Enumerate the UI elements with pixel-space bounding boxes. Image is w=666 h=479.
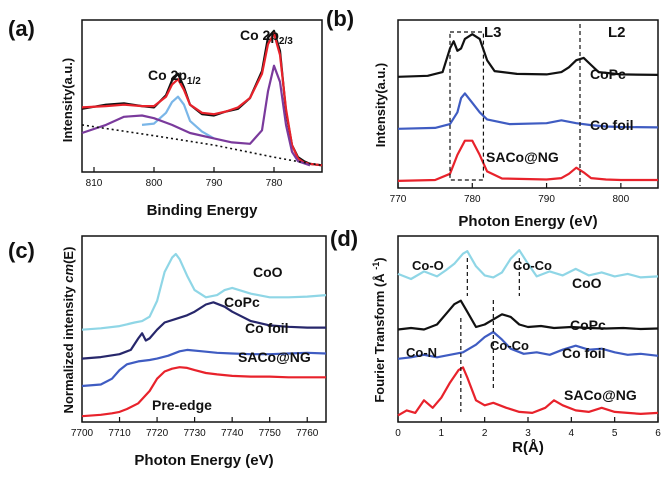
peak1-text: Co 2p [148,67,187,83]
pre-edge-label: Pre-edge [152,397,212,413]
series-line-a-measured [81,29,323,167]
d-legend-cofoil: Co foil [562,345,606,361]
x-tick-label: 810 [86,178,103,189]
panel-c-xlabel: Photon Energy (eV) [134,452,273,469]
b-legend-cofoil: Co foil [590,117,634,133]
x-tick-label: 4 [569,428,575,439]
d-legend-coo: CoO [572,275,602,291]
series-line-c-coo [81,252,327,331]
x-tick-label: 7720 [146,428,169,439]
panel-d: (d) 0 1 2 3 4 5 6 R(Å) Fourier Transform (Å -1… [330,226,661,456]
b-legend-saco: SACo@NG [486,149,559,165]
series-line-d-copc [397,299,659,331]
c-legend-saco: SACo@NG [238,349,311,365]
peak1-sub: 1/2 [187,76,201,87]
d-legend-saco: SACo@NG [564,387,637,403]
x-tick-label: 7750 [259,428,282,439]
d-legend-copc: CoPc [570,317,606,333]
edge-l2-label: L2 [608,24,626,41]
panel-a-ticks: 810 800 790 780 [86,167,283,189]
c-ylabel-end: (E) [61,247,76,264]
panel-a: (a) 810 800 790 780 Binding Energy Intensit… [8,16,323,219]
peak2-text: Co 2p [240,27,279,43]
c-legend-coo: CoO [253,264,283,280]
x-tick-label: 790 [538,194,555,205]
x-tick-label: 7740 [221,428,244,439]
c-legend-cofoil: Co foil [245,320,289,336]
panel-c-label: (c) [8,238,35,263]
d-ylabel-main: Fourier Transform (Å [372,270,387,403]
x-tick-label: 7710 [108,428,131,439]
panel-d-ylabel: Fourier Transform (Å -1) [371,257,387,402]
ann-co-n: Co-N [406,345,437,360]
d-ylabel-end: ) [372,257,387,261]
panel-c: (c) 7700 7710 7720 7730 7740 7750 7760 Photon … [8,235,327,469]
series-line-c-co-foil [81,348,327,388]
panel-d-label: (d) [330,226,358,251]
series-line-a-baseline [81,124,323,167]
panel-a-label: (a) [8,16,35,41]
series-line-a-fit [81,32,323,167]
c-ylabel-main: Normalized intensity [61,283,76,414]
ann-co-o: Co-O [412,258,444,273]
ann-co-co-1: Co-Co [513,258,552,273]
x-tick-label: 790 [206,178,223,189]
x-tick-label: 7760 [296,428,319,439]
series-line-c-saco-ng [81,366,326,418]
panel-b-plot [397,24,659,186]
series-line-b-co-foil [397,92,659,130]
panel-b-ticks: 770 780 790 800 [390,183,630,205]
l3-region-box [449,31,485,181]
x-tick-label: 3 [525,428,531,439]
series-line-d-co-foil [397,330,659,360]
panel-c-frame [81,235,327,423]
x-tick-label: 2 [482,428,488,439]
panel-c-ylabel: Normalized intensity cm(E) [61,247,76,414]
series-line-a-satellite [81,64,311,167]
x-tick-label: 5 [612,428,618,439]
series-line-d-coo [397,249,659,281]
c-ylabel-italic: cm [61,263,76,282]
peak2-sub: 2/3 [279,36,293,47]
x-tick-label: 770 [390,194,407,205]
x-tick-label: 780 [266,178,283,189]
panel-a-xlabel: Binding Energy [147,202,258,219]
panel-c-ticks: 7700 7710 7720 7730 7740 7750 7760 [71,417,319,439]
panel-d-plot [397,249,659,417]
b-legend-copc: CoPc [590,66,626,82]
peak-label-co2p12: Co 2p1/2 [148,67,201,87]
panel-b-xlabel: Photon Energy (eV) [458,213,597,230]
series-line-b-copc [397,33,659,78]
x-tick-label: 0 [395,428,401,439]
series-line-b-saco-ng [397,139,658,182]
panel-a-frame [81,19,323,173]
panel-c-plot [81,252,327,418]
panel-b-ylabel: Intensity(a.u.) [373,63,388,148]
panel-d-xlabel: R(Å) [512,439,544,456]
c-legend-copc: CoPc [224,294,260,310]
peak-label-co2p23: Co 2p2/3 [240,27,293,47]
edge-l3-label: L3 [484,24,502,41]
panel-d-ticks: 0 1 2 3 4 5 6 [395,417,661,439]
x-tick-label: 800 [146,178,163,189]
d-ylabel-sup: -1 [371,262,381,270]
x-tick-label: 7730 [183,428,206,439]
panel-b-frame [397,19,659,189]
panel-b: (b) 770 780 790 800 Photon Energy (eV) Inte… [326,6,659,230]
x-tick-label: 800 [613,194,630,205]
x-tick-label: 1 [439,428,445,439]
x-tick-label: 7700 [71,428,94,439]
series-line-c-copc [81,301,326,360]
panel-a-ylabel: Intensity(a.u.) [60,58,75,143]
panel-a-plot [81,29,323,167]
series-line-d-saco-ng [397,366,659,417]
x-tick-label: 6 [655,428,661,439]
x-tick-label: 780 [464,194,481,205]
ann-co-co-2: Co-Co [490,338,529,353]
panel-b-label: (b) [326,6,354,31]
